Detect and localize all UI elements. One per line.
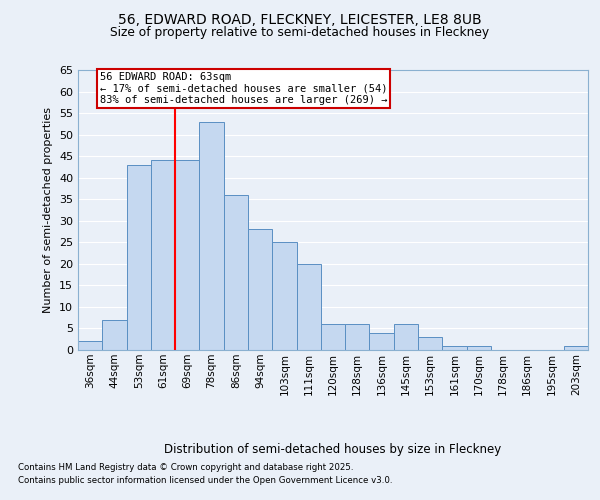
Bar [345, 324, 370, 350]
Bar [418, 337, 442, 350]
Bar [370, 333, 394, 350]
Bar [224, 195, 248, 350]
Text: 56, EDWARD ROAD, FLECKNEY, LEICESTER, LE8 8UB: 56, EDWARD ROAD, FLECKNEY, LEICESTER, LE… [118, 12, 482, 26]
Bar [296, 264, 321, 350]
Bar [321, 324, 345, 350]
Bar [442, 346, 467, 350]
Text: Distribution of semi-detached houses by size in Fleckney: Distribution of semi-detached houses by … [164, 442, 502, 456]
Bar [467, 346, 491, 350]
Bar [78, 342, 102, 350]
Bar [127, 165, 151, 350]
Bar [394, 324, 418, 350]
Bar [199, 122, 224, 350]
Bar [564, 346, 588, 350]
Text: Contains HM Land Registry data © Crown copyright and database right 2025.: Contains HM Land Registry data © Crown c… [18, 462, 353, 471]
Text: 56 EDWARD ROAD: 63sqm
← 17% of semi-detached houses are smaller (54)
83% of semi: 56 EDWARD ROAD: 63sqm ← 17% of semi-deta… [100, 72, 388, 106]
Bar [151, 160, 175, 350]
Bar [248, 230, 272, 350]
Text: Size of property relative to semi-detached houses in Fleckney: Size of property relative to semi-detach… [110, 26, 490, 39]
Text: Contains public sector information licensed under the Open Government Licence v3: Contains public sector information licen… [18, 476, 392, 485]
Bar [175, 160, 199, 350]
Bar [272, 242, 296, 350]
Bar [102, 320, 127, 350]
Y-axis label: Number of semi-detached properties: Number of semi-detached properties [43, 107, 53, 313]
